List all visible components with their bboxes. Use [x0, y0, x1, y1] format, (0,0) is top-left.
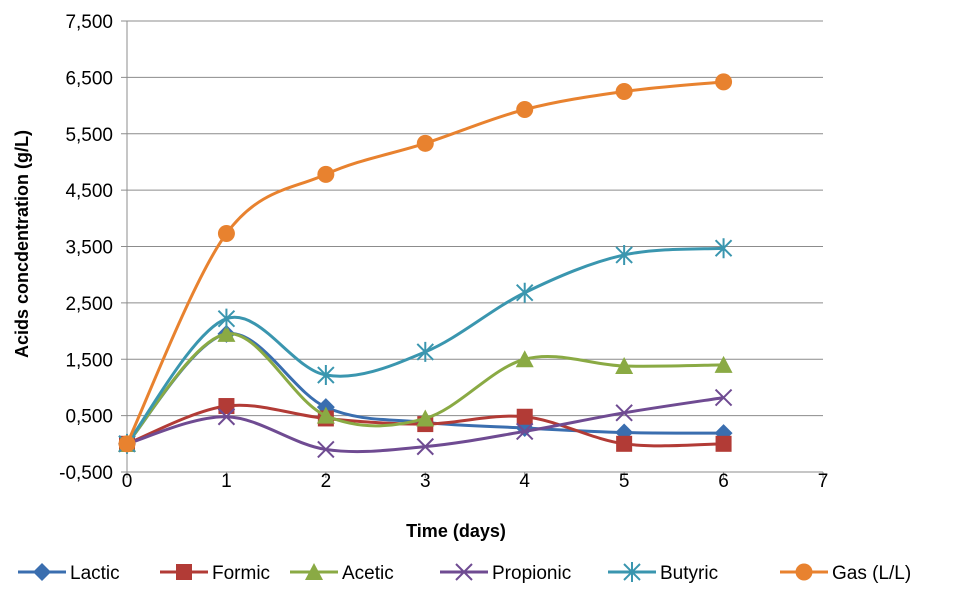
- data-point-acetic: [515, 350, 534, 368]
- y-tick-label: 1,500: [65, 350, 113, 371]
- data-point-propionic: [217, 408, 236, 426]
- legend-marker: [455, 563, 473, 581]
- y-tick-label: 2,500: [65, 294, 113, 315]
- legend-marker: [795, 563, 813, 581]
- data-point-gas-l-l: [516, 101, 534, 119]
- data-point-acetic: [217, 324, 236, 342]
- data-point-gas-l-l: [317, 165, 335, 183]
- y-tick-label: 0,500: [65, 407, 113, 428]
- y-tick-label: 6,500: [65, 68, 113, 89]
- legend-item-formic: Formic: [160, 563, 270, 584]
- x-tick-labels: 0 1 2 3 4 5 6 7: [122, 471, 829, 492]
- legend-item-propionic: Propionic: [440, 563, 571, 584]
- legend-marker: [33, 563, 51, 581]
- data-point-gas-l-l: [118, 435, 136, 453]
- y-tick-label: -0,500: [59, 463, 113, 484]
- y-tick-label: 3,500: [65, 238, 113, 259]
- series-butyric: [118, 238, 733, 454]
- series-gas-l-l: [118, 73, 733, 453]
- legend-item-butyric: Butyric: [608, 562, 718, 584]
- data-point-butyric: [516, 282, 534, 303]
- y-tick-labels: -0,500 0,500 1,500 2,500 3,500 4,500 5,500 6,50…: [59, 12, 113, 484]
- x-tick-label: 6: [718, 471, 729, 492]
- data-point-gas-l-l: [416, 134, 434, 152]
- x-tick-label: 2: [321, 471, 332, 492]
- y-tick-label: 7,500: [65, 12, 113, 33]
- data-point-gas-l-l: [615, 82, 633, 100]
- grid-lines: [127, 20, 823, 473]
- y-tick-label: 4,500: [65, 181, 113, 202]
- axes: [121, 20, 824, 478]
- data-point-gas-l-l: [715, 73, 733, 91]
- x-tick-label: 0: [122, 471, 133, 492]
- data-point-butyric: [615, 244, 633, 265]
- y-axis-title: Acids concdentration (g/L): [12, 130, 32, 358]
- data-point-acetic: [416, 409, 435, 427]
- legend-label: Acetic: [342, 563, 394, 584]
- data-point-butyric: [317, 365, 335, 386]
- data-point-gas-l-l: [217, 225, 235, 243]
- legend-label: Butyric: [660, 563, 718, 584]
- legend-label: Gas (L/L): [832, 563, 911, 584]
- data-point-acetic: [714, 355, 733, 373]
- legend-item-gas-l-l: Gas (L/L): [780, 563, 911, 584]
- series-acetic: [118, 324, 733, 452]
- data-point-formic: [516, 408, 533, 425]
- data-point-butyric: [217, 308, 236, 329]
- data-point-formic: [715, 435, 732, 452]
- legend-label: Lactic: [70, 563, 120, 584]
- data-point-propionic: [416, 437, 434, 456]
- data-point-propionic: [516, 422, 534, 441]
- x-axis-title: Time (days): [406, 521, 506, 541]
- x-tick-label: 7: [818, 471, 829, 492]
- data-point-propionic: [714, 388, 733, 407]
- x-tick-label: 4: [519, 471, 530, 492]
- legend-marker: [305, 563, 323, 580]
- legend-marker: [623, 562, 641, 582]
- data-point-acetic: [316, 406, 335, 424]
- data-point-formic: [616, 435, 633, 452]
- data-point-butyric: [714, 238, 733, 259]
- legend-marker: [176, 564, 192, 580]
- series-group: [118, 73, 733, 459]
- x-tick-label: 3: [420, 471, 431, 492]
- x-tick-label: 1: [221, 471, 232, 492]
- data-point-formic: [218, 398, 235, 415]
- data-point-propionic: [317, 440, 335, 459]
- legend-item-acetic: Acetic: [290, 563, 394, 584]
- y-tick-label: 5,500: [65, 125, 113, 146]
- legend-label: Propionic: [492, 563, 571, 584]
- data-point-propionic: [615, 404, 633, 422]
- legend: Lactic Formic Acetic Propionic Butyric Gas (L…: [18, 562, 911, 584]
- x-tick-label: 5: [619, 471, 630, 492]
- data-point-acetic: [615, 357, 634, 375]
- legend-label: Formic: [212, 563, 270, 584]
- legend-item-lactic: Lactic: [18, 563, 120, 584]
- data-point-butyric: [416, 341, 434, 362]
